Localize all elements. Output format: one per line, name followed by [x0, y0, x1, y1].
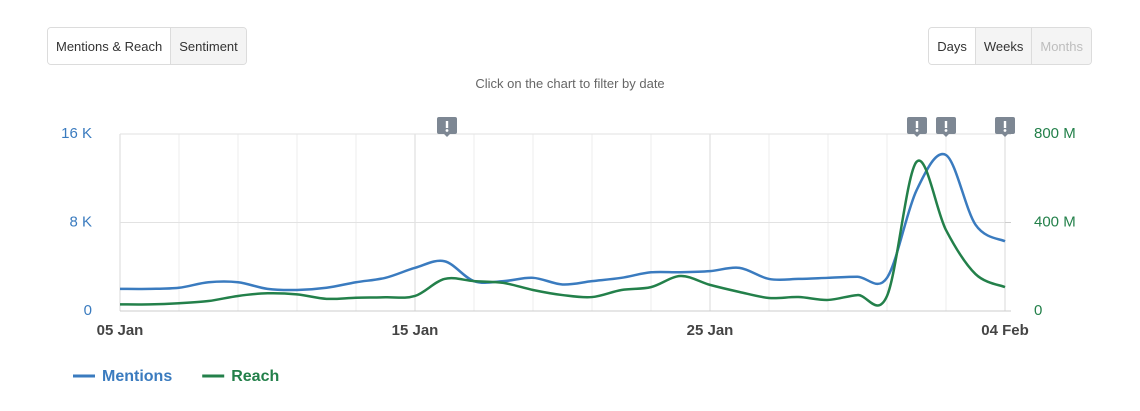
- annotation-markers: [437, 117, 1015, 137]
- legend-item[interactable]: Mentions: [73, 368, 172, 385]
- x-tick-label: 04 Feb: [981, 322, 1029, 339]
- period-button[interactable]: Weeks: [974, 28, 1032, 64]
- y2-tick-label: 800 M: [1034, 125, 1076, 142]
- legend-item[interactable]: Reach: [202, 368, 279, 385]
- annotation-marker[interactable]: [936, 117, 956, 137]
- plot: 0 8 K 16 K 0 400 M 800 M 05 Jan 15 Jan 25 Jan 04 …: [61, 125, 1076, 385]
- period-button[interactable]: Days: [929, 28, 975, 64]
- hint: Click on the chart to filter by date: [475, 76, 665, 91]
- tab[interactable]: Mentions & Reach: [48, 28, 171, 64]
- x-tick-label: 25 Jan: [687, 322, 734, 339]
- annotation-marker[interactable]: [995, 117, 1015, 137]
- x-tick-label: 15 Jan: [392, 322, 439, 339]
- line-series: [119, 159, 1006, 307]
- tab-group: Mentions & Reach Sentiment: [47, 27, 247, 65]
- line-series: [119, 152, 1006, 292]
- legend-label: Mentions: [102, 368, 172, 385]
- y-tick-label: 8 K: [69, 213, 92, 230]
- y2-tick-label: 400 M: [1034, 213, 1076, 230]
- legend-label: Reach: [231, 368, 279, 385]
- annotation-marker[interactable]: [907, 117, 927, 137]
- period-button[interactable]: Months: [1031, 28, 1091, 64]
- x-tick-label: 05 Jan: [97, 322, 144, 339]
- annotation-marker[interactable]: [437, 117, 457, 137]
- period-group: Days Weeks Months: [928, 27, 1092, 65]
- tab[interactable]: Sentiment: [170, 28, 246, 64]
- y2-tick-label: 0: [1034, 302, 1042, 319]
- y-tick-label: 16 K: [61, 125, 92, 142]
- y-tick-label: 0: [84, 302, 92, 319]
